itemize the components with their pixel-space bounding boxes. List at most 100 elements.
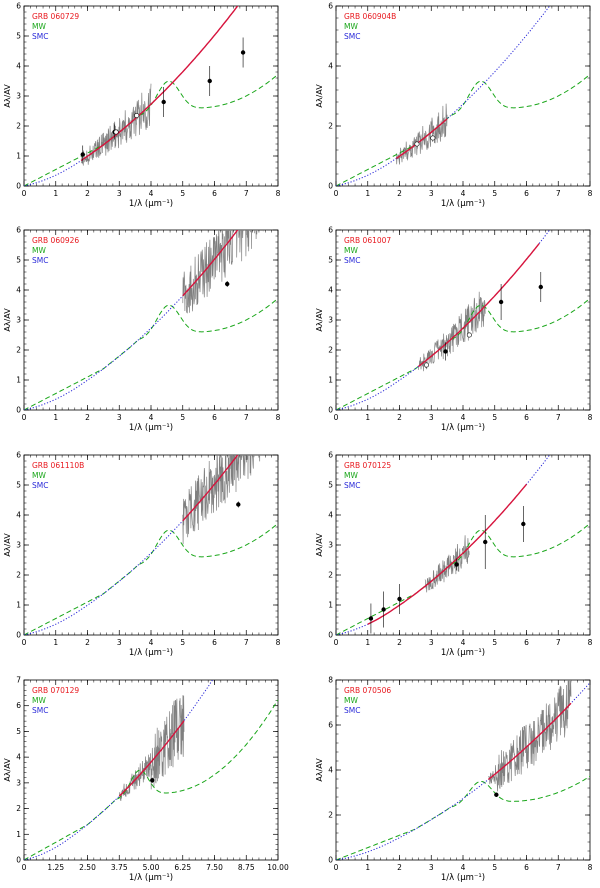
legend-smc: SMC (344, 706, 360, 715)
smc-curve (24, 230, 239, 410)
legend-grb-title: GRB 070129 (32, 686, 79, 695)
x-tick-label: 6 (212, 413, 217, 422)
x-axis-label: 1/λ (μm⁻¹) (129, 873, 173, 883)
plot-frame (335, 229, 591, 411)
y-tick-label: 0 (328, 631, 333, 640)
y-tick-label: 5 (16, 256, 21, 265)
y-tick-label: 7 (16, 676, 21, 685)
y-tick-label: 0 (16, 406, 21, 415)
fit-curve (487, 702, 572, 781)
data-point (521, 521, 526, 527)
x-tick-label: 2 (397, 189, 402, 198)
data-point (483, 539, 488, 545)
fit-curve (182, 455, 239, 522)
x-tick-label: 5 (492, 413, 497, 422)
legend-grb-title: GRB 060926 (32, 236, 79, 245)
mw-curve (24, 298, 278, 410)
data-point (80, 152, 85, 157)
y-tick-label: 5 (16, 481, 21, 490)
open-data-point (466, 332, 472, 338)
data-point (368, 616, 374, 621)
data-point (454, 562, 459, 567)
y-tick-label: 3 (16, 316, 21, 325)
plot-frame (335, 454, 591, 636)
panel-grb-061110b: 0 1 2 3 4 5 6 7 8 0 1 2 3 4 5 6 1/λ (μm⁻¹) Aλ/AV GRB 06111… (3, 451, 281, 659)
data-point (381, 607, 386, 612)
data-point (236, 502, 241, 507)
x-tick-label: 8 (588, 413, 593, 422)
y-tick-label: 6 (328, 2, 333, 11)
x-tick-label: 6.25 (174, 863, 191, 872)
x-tick-label: 5.00 (143, 863, 160, 872)
x-tick-label: 1 (53, 413, 58, 422)
y-tick-label: 4 (16, 753, 21, 762)
x-tick-label: 4 (461, 189, 466, 198)
x-tick-label: 6 (524, 413, 529, 422)
y-tick-label: 0 (16, 631, 21, 640)
y-tick-label: 6 (16, 451, 21, 460)
data-point (150, 778, 155, 783)
x-tick-label: 5 (492, 189, 497, 198)
x-tick-label: 7 (556, 189, 561, 198)
x-axis-label: 1/λ (μm⁻¹) (129, 648, 173, 658)
x-tick-label: 6 (212, 189, 217, 198)
x-tick-label: 6 (212, 638, 217, 647)
y-tick-label: 0 (328, 406, 333, 415)
legend-smc: SMC (32, 706, 48, 715)
x-tick-label: 6 (524, 189, 529, 198)
mw-curve (336, 74, 590, 186)
data-point (161, 99, 166, 105)
x-axis-label: 1/λ (μm⁻¹) (441, 199, 485, 209)
fit-curve (367, 483, 528, 625)
y-tick-label: 5 (328, 481, 333, 490)
y-tick-label: 2 (328, 122, 333, 131)
legend-mw: MW (344, 471, 358, 480)
open-data-point (423, 362, 429, 368)
y-tick-label: 5 (328, 256, 333, 265)
legend-mw: MW (32, 246, 46, 255)
y-tick-label: 2 (328, 346, 333, 355)
x-axis-label: 1/λ (μm⁻¹) (441, 648, 485, 658)
y-tick-label: 4 (328, 511, 333, 520)
x-tick-label: 0 (22, 863, 27, 872)
smc-curve (336, 455, 551, 635)
y-tick-label: 5 (16, 32, 21, 41)
mw-curve (24, 523, 278, 635)
legend-smc: SMC (32, 256, 48, 265)
x-tick-label: 0 (334, 189, 339, 198)
x-tick-label: 3 (117, 413, 122, 422)
legend-smc: SMC (344, 32, 360, 41)
x-tick-label: 6 (524, 863, 529, 872)
x-tick-label: 2 (397, 863, 402, 872)
y-tick-label: 4 (328, 62, 333, 71)
x-tick-label: 3 (117, 638, 122, 647)
x-tick-label: 0 (334, 413, 339, 422)
y-tick-label: 4 (328, 766, 333, 775)
x-tick-label: 2 (85, 413, 90, 422)
x-tick-label: 7 (556, 413, 561, 422)
x-tick-label: 0 (22, 638, 27, 647)
y-tick-label: 0 (328, 856, 333, 865)
x-tick-label: 4 (461, 638, 466, 647)
y-tick-label: 2 (16, 804, 21, 813)
x-tick-label: 2 (397, 638, 402, 647)
y-tick-label: 0 (16, 182, 21, 191)
x-tick-label: 4 (149, 413, 154, 422)
x-tick-label: 4 (149, 189, 154, 198)
data-point (538, 284, 543, 290)
y-tick-label: 6 (16, 701, 21, 710)
y-tick-label: 6 (16, 2, 21, 11)
x-tick-label: 4 (461, 863, 466, 872)
x-tick-label: 1 (53, 638, 58, 647)
x-tick-label: 3 (429, 413, 434, 422)
x-tick-label: 3.75 (111, 863, 128, 872)
y-tick-label: 2 (16, 346, 21, 355)
x-tick-label: 7 (244, 189, 249, 198)
smc-curve (24, 680, 214, 860)
legend-smc: SMC (32, 32, 48, 41)
spectrum-trace (182, 455, 265, 545)
y-tick-label: 1 (16, 152, 21, 161)
legend-grb-title: GRB 060729 (32, 12, 79, 21)
x-tick-label: 1 (365, 413, 370, 422)
plot-area (336, 455, 590, 635)
